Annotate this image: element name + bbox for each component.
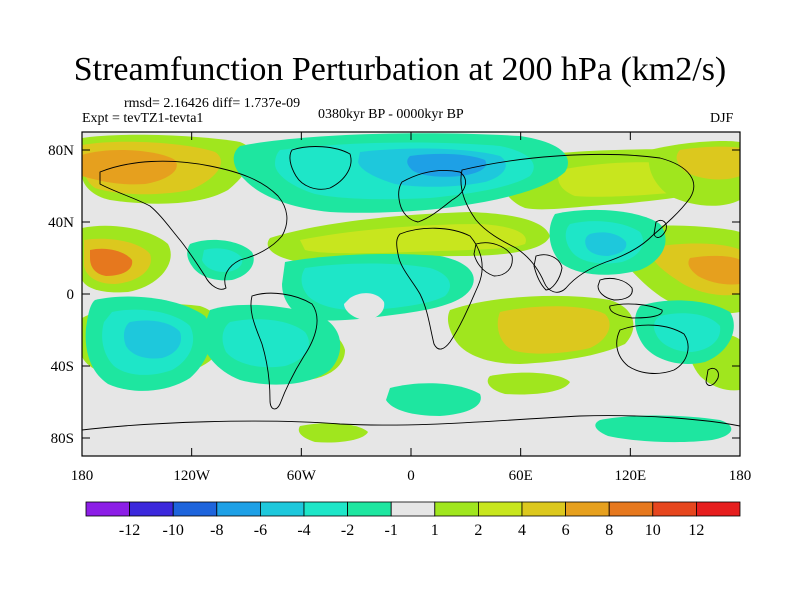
contour-field <box>82 132 740 456</box>
contour-antarctic-positive <box>298 423 368 443</box>
lat-tick-label: 80S <box>51 431 74 447</box>
colorbar-swatch <box>477 501 523 517</box>
coastline-new-zealand <box>705 367 719 386</box>
contour-north-america-strong <box>676 146 740 180</box>
colorbar-label: -12 <box>119 522 140 539</box>
colorbar-swatch <box>608 501 654 517</box>
coastline-antarctica <box>82 415 740 431</box>
contour-atlantic-mid-band <box>300 224 526 254</box>
contour-indian-ocean-strong <box>497 306 610 354</box>
contour-neutral-atlantic-hole <box>344 293 385 320</box>
colorbar-label: -4 <box>297 522 310 539</box>
contour-west-pacific-core <box>688 255 740 285</box>
colorbar-label: -10 <box>163 522 184 539</box>
coastline-southeast-asia <box>597 277 633 301</box>
colorbar-label: -8 <box>210 522 223 539</box>
colorbar-label: 10 <box>645 522 661 539</box>
lon-tick-label: 180 <box>729 468 752 484</box>
colorbar-label: -6 <box>254 522 267 539</box>
contour-arctic-core <box>407 153 487 177</box>
colorbar-swatch <box>172 501 218 517</box>
period-label: 0380kyr BP - 0000kyr BP <box>318 107 464 122</box>
stats-text: rmsd= 2.16426 diff= 1.737e-09 <box>124 96 301 111</box>
colorbar-swatch <box>390 501 436 517</box>
latitude-axis: 80N 40N 0 40S 80S <box>48 143 740 447</box>
coastline-japan <box>653 219 667 238</box>
coastline-greenland <box>289 146 352 190</box>
contour-south-pacific-strong <box>123 320 182 359</box>
lat-tick-label: 0 <box>67 287 75 303</box>
contour-south-america-mid <box>222 319 309 368</box>
coastline-australia <box>616 324 689 374</box>
contour-asia-strong <box>585 232 627 256</box>
coastline-south-america <box>250 292 318 410</box>
contour-southern-ocean-negative <box>386 383 481 416</box>
colorbar-swatch <box>696 501 741 517</box>
coastlines <box>82 146 740 431</box>
lon-tick-label: 180 <box>71 468 94 484</box>
colorbar-label: 4 <box>518 522 526 539</box>
season-label: DJF <box>710 111 734 126</box>
colorbar-swatch <box>652 501 697 517</box>
colorbar-label: 2 <box>474 522 482 539</box>
contour-antarctic-negative <box>595 415 732 443</box>
coastline-north-america <box>99 160 288 290</box>
lon-tick-label: 60E <box>509 468 533 484</box>
colorbar-swatch <box>303 501 348 517</box>
colorbar-label: -1 <box>385 522 398 539</box>
coastline-asia <box>460 153 695 293</box>
contour-equatorial-mid <box>301 263 450 311</box>
colorbar-swatch <box>347 501 392 517</box>
colorbar-label: 8 <box>605 522 613 539</box>
coastline-india <box>533 254 563 291</box>
lat-tick-label: 80N <box>48 143 74 159</box>
experiment-label: Expt = tevTZ1-tevta1 <box>82 111 204 126</box>
colorbar-swatch <box>259 501 305 517</box>
contour-central-pacific-core <box>90 248 133 276</box>
colorbar-swatch <box>216 501 261 517</box>
contour-southeast-pacific-mid <box>653 313 721 352</box>
coastline-arabia <box>473 242 513 277</box>
coastline-indonesia <box>609 303 663 319</box>
colorbar-label: -2 <box>341 522 354 539</box>
lat-tick-label: 40S <box>51 359 74 375</box>
colorbar-swatch <box>565 501 610 517</box>
colorbar-label: 1 <box>431 522 439 539</box>
colorbar-swatch <box>129 501 174 517</box>
lon-tick-label: 120W <box>173 468 211 484</box>
contour-north-pacific-core <box>82 149 177 185</box>
lon-tick-label: 0 <box>407 468 415 484</box>
colorbar-label: 12 <box>688 522 704 539</box>
map-title: Streamfunction Perturbation at 200 hPa (… <box>73 51 727 88</box>
colorbar-swatch <box>85 501 130 517</box>
contour-southern-ocean-positive <box>487 372 570 395</box>
contour-tropical-pacific-mid <box>202 248 243 272</box>
lat-tick-label: 40N <box>48 215 74 231</box>
colorbar: -12 -10 -8 -6 -4 -2 -1 1 2 4 6 8 10 12 <box>85 501 741 539</box>
lon-tick-label: 60W <box>287 468 317 484</box>
coastline-africa <box>396 227 483 350</box>
longitude-axis: 180 120W 60W 0 60E 120E 180 <box>71 132 752 484</box>
colorbar-swatch <box>434 501 479 517</box>
coastline-europe <box>398 170 466 223</box>
colorbar-label: 6 <box>562 522 570 539</box>
colorbar-swatch <box>521 501 566 517</box>
lon-tick-label: 120E <box>614 468 646 484</box>
